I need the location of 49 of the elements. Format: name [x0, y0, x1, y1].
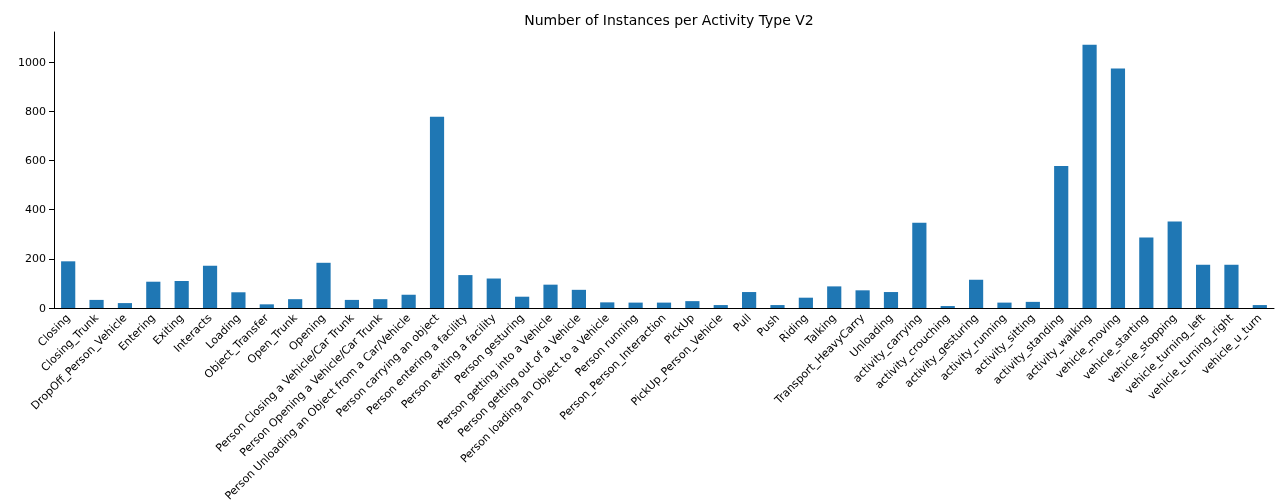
bar [600, 302, 615, 309]
bar [1139, 237, 1154, 309]
bar [117, 303, 133, 309]
y-tick-label: 1000 [18, 55, 46, 69]
bar [259, 304, 274, 309]
bar [146, 281, 161, 309]
bar [89, 299, 104, 309]
bar [742, 292, 757, 309]
y-tick-label: 600 [25, 154, 46, 168]
y-tick-label: 200 [25, 252, 46, 266]
bar [1224, 264, 1239, 309]
bar [288, 299, 303, 309]
bar [628, 302, 643, 309]
bar [202, 265, 218, 309]
y-tick-label: 800 [25, 104, 46, 118]
bar [344, 299, 359, 309]
bar [1252, 305, 1267, 309]
bar [1167, 221, 1182, 309]
bar [855, 290, 870, 309]
bar [543, 284, 558, 309]
bar [912, 222, 927, 309]
bar [969, 279, 984, 309]
bar [458, 275, 473, 309]
bar [429, 116, 445, 309]
bar [997, 302, 1012, 309]
bar [373, 299, 388, 309]
bar [571, 289, 586, 309]
bar [656, 302, 672, 309]
bar [1195, 264, 1211, 309]
bar [1110, 68, 1126, 309]
bar [515, 296, 530, 309]
bar [685, 301, 700, 309]
bar [61, 261, 76, 309]
bar [827, 286, 842, 309]
chart-title: Number of Instances per Activity Type V2 [524, 12, 814, 28]
bar [770, 305, 785, 309]
bar [174, 280, 189, 309]
bar [231, 292, 246, 309]
bar [883, 292, 899, 309]
bar [316, 262, 331, 309]
y-tick-label: 0 [39, 301, 46, 315]
bar [713, 305, 728, 309]
bar [1025, 301, 1040, 309]
bar [798, 297, 813, 309]
bar [486, 278, 501, 309]
bar [1054, 165, 1069, 309]
bar [401, 294, 416, 309]
y-tick-label: 400 [25, 203, 46, 217]
bar [1082, 44, 1097, 309]
